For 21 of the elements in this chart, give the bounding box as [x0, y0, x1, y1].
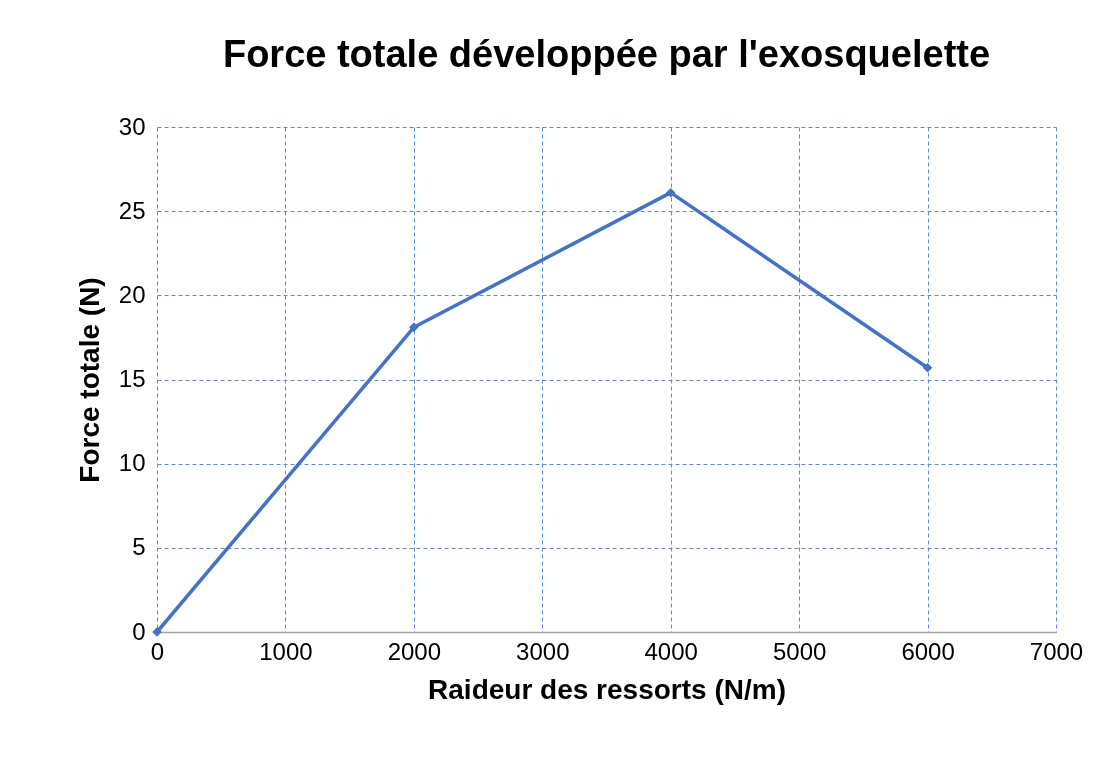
x-tick-label: 0: [150, 637, 165, 665]
x-axis-title: Raideur des ressorts (N/m): [428, 673, 786, 705]
point: [409, 322, 419, 333]
x-tick-label: 2000: [387, 637, 442, 665]
x-tick-label: 1000: [259, 637, 313, 665]
y-axis-title: Force totale (N): [73, 277, 105, 483]
x-tick-label: 4000: [644, 637, 698, 665]
point: [665, 187, 676, 198]
chart-title: Force totale développée par l'exosquelette: [222, 33, 991, 75]
y-tick-label: 25: [118, 196, 146, 224]
y-tick-label: 5: [132, 533, 146, 561]
y-tick-label: 20: [118, 280, 146, 308]
y-tick-label: 0: [132, 617, 146, 645]
y-tick-label: 10: [118, 449, 146, 477]
x-tick-label: 7000: [1029, 637, 1084, 665]
point: [922, 362, 933, 373]
x-tick-label: 6000: [901, 637, 955, 665]
y-tick-label: 15: [118, 365, 146, 392]
x-tick-label: 3000: [516, 637, 570, 665]
y-tick-label: 30: [118, 112, 146, 140]
x-tick-label: 5000: [772, 637, 827, 665]
